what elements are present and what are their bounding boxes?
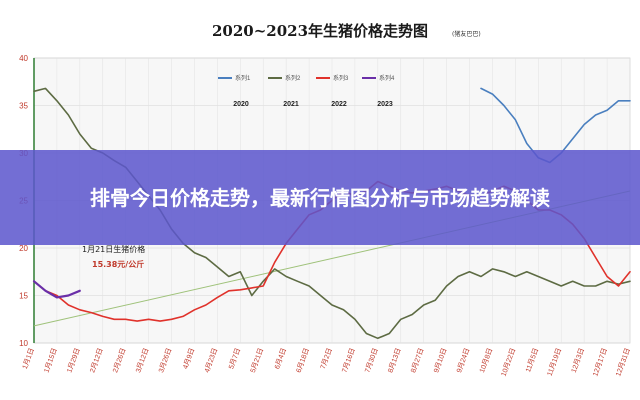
y-tick-label: 35 [19,102,28,111]
legend-label: 系列1 [235,74,251,82]
legend-label: 系列3 [333,74,349,82]
banner-title: 排骨今日价格走势，最新行情图分析与市场趋势解读 [90,185,550,210]
y-tick-label: 20 [19,244,28,253]
legend-label: 系列4 [379,74,395,82]
y-tick-label: 10 [19,339,28,348]
annotation-date: 1月21日生猪价格 [82,244,145,254]
legend-label: 系列2 [285,74,301,82]
y-tick-label: 15 [19,292,28,301]
legend: 系列1 2020 系列2 2021 系列3 2022 系列4 2023 [218,74,395,108]
series-line-4 [32,280,81,299]
source-tag: (猪友巴巴) [452,30,481,38]
chart-title: 2020~2023年生猪价格走势图 [212,22,428,40]
legend-year: 2020 [233,101,249,108]
title-banner: 排骨今日价格走势，最新行情图分析与市场趋势解读 [0,150,640,245]
annotation-price: 15.38元/公斤 [92,259,144,269]
legend-year: 2021 [283,101,299,108]
legend-year: 2022 [331,101,347,108]
legend-year: 2023 [377,101,393,108]
y-tick-label: 40 [19,54,28,63]
